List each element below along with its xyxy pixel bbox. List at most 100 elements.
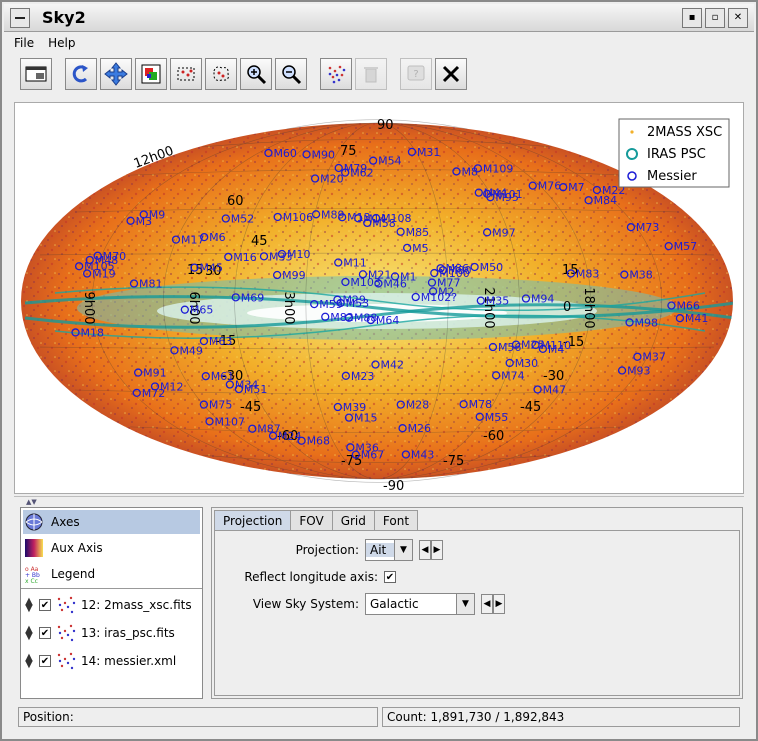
sky-system-select[interactable]: Galactic ▼ <box>365 593 475 615</box>
svg-text:?: ? <box>413 69 418 80</box>
messier-label: M68 <box>307 435 331 448</box>
pan-icon[interactable] <box>100 58 132 90</box>
latitude-label: -45 <box>520 400 541 415</box>
messier-marker <box>351 450 360 459</box>
messier-marker <box>273 212 282 222</box>
messier-marker <box>667 301 676 310</box>
messier-label: M98 <box>635 316 659 329</box>
zoom-in-icon[interactable] <box>240 58 272 90</box>
messier-marker <box>224 252 233 262</box>
layer-checkbox[interactable]: ✔ <box>39 627 51 639</box>
messier-label: M47 <box>543 383 567 396</box>
messier-label: M4 <box>548 343 565 356</box>
next-system-icon[interactable]: ▶ <box>493 594 505 614</box>
messier-label: M74 <box>501 369 525 382</box>
tab-projection[interactable]: Projection <box>214 510 292 530</box>
position-label: Position: <box>23 710 74 724</box>
messier-marker <box>396 400 405 409</box>
grid-parallel <box>74 207 680 213</box>
close-window-button[interactable]: ✕ <box>728 7 748 28</box>
messier-marker <box>521 294 531 303</box>
window-menu-button[interactable] <box>10 7 30 28</box>
window-icon[interactable] <box>20 58 52 90</box>
messier-marker <box>482 228 492 237</box>
reflect-checkbox[interactable]: ✔ <box>384 571 396 583</box>
replot-icon[interactable] <box>65 58 97 90</box>
tab-font[interactable]: Font <box>373 510 419 530</box>
messier-marker <box>341 168 350 177</box>
reorder-handle-icon[interactable]: ▲ ▼ <box>25 596 33 614</box>
messier-marker <box>333 295 342 304</box>
messier-label: M94 <box>531 293 555 306</box>
chevron-down-icon[interactable]: ▼ <box>456 594 474 614</box>
messier-marker <box>310 174 320 183</box>
grid-parallel <box>130 426 624 433</box>
prev-projection-icon[interactable]: ◀ <box>419 540 431 560</box>
layer-item-2mass[interactable]: ▲ ▼ ✔ 12: 2mass_xsc.fits <box>23 592 200 618</box>
messier-label: M84 <box>594 194 618 207</box>
messier-marker <box>354 214 363 223</box>
control-legend[interactable]: o Aa + Bb x Cc Legend <box>23 562 95 586</box>
messier-label: M102? <box>421 291 457 304</box>
delete-icon[interactable] <box>355 58 387 90</box>
layer-item-iras[interactable]: ▲ ▼ ✔ 13: iras_psc.fits <box>23 620 200 646</box>
sky-plot[interactable]: 90 75 60 45 30 15 15 0 -15 -15 -30 -30 -45 -45 -60 -60-… <box>14 102 744 494</box>
grid-parallel <box>130 169 624 176</box>
subset-blob-icon[interactable] <box>205 58 237 90</box>
zoom-data-icon[interactable] <box>135 58 167 90</box>
latitude-label: -60 <box>483 429 504 444</box>
close-icon[interactable] <box>435 58 467 90</box>
messier-markers: M64 M3 M53 M10 0 M51 M109 M108 M101 M102? M81 M82 M9… <box>71 146 708 462</box>
tab-grid[interactable]: Grid <box>331 510 375 530</box>
messier-label: M16 <box>233 251 257 264</box>
reorder-handle-icon[interactable]: ▲ ▼ <box>25 652 33 670</box>
messier-marker <box>170 346 179 355</box>
minimize-button[interactable]: ▪ <box>682 7 702 28</box>
messier-label: M87 <box>257 423 281 436</box>
prev-system-icon[interactable]: ◀ <box>481 594 493 614</box>
menu-file[interactable]: File <box>14 36 35 50</box>
split-pane-divider[interactable]: ▲▼ <box>14 496 744 506</box>
latitude-label: 0 <box>563 300 571 315</box>
zoom-out-icon[interactable] <box>275 58 307 90</box>
layer-checkbox[interactable]: ✔ <box>39 655 51 667</box>
config-tabs: Projection FOV Grid Font <box>214 510 419 530</box>
messier-label: M78 <box>469 398 493 411</box>
messier-marker <box>411 292 420 302</box>
latitude-label: 45 <box>251 234 268 249</box>
help-icon[interactable]: ? <box>400 58 432 90</box>
layers-icon[interactable] <box>320 58 352 90</box>
messier-marker <box>71 328 80 337</box>
maximize-button[interactable]: ▫ <box>705 7 725 28</box>
reorder-handle-icon[interactable]: ▲ ▼ <box>25 624 33 642</box>
messier-label: M51 <box>244 383 268 396</box>
messier-label: M55 <box>485 411 509 424</box>
messier-label: M8 <box>461 165 478 178</box>
aux-axis-icon <box>23 537 45 559</box>
messier-label: M31 <box>417 146 441 159</box>
subset-rect-icon[interactable] <box>170 58 202 90</box>
latitude-label: -15 <box>563 335 584 350</box>
messier-marker <box>371 213 381 223</box>
next-projection-icon[interactable]: ▶ <box>431 540 443 560</box>
layer-item-messier[interactable]: ▲ ▼ ✔ 14: messier.xml <box>23 648 200 674</box>
legend-2mass: 2MASS XSC <box>647 125 722 140</box>
messier-marker <box>452 167 461 176</box>
messier-label: M77 <box>437 277 461 290</box>
messier-label: M43 <box>411 448 435 461</box>
messier-marker <box>476 296 485 305</box>
messier-label: M23 <box>351 370 375 383</box>
projection-select[interactable]: Ait ▼ <box>365 539 413 561</box>
longitude-label: 21h00 <box>481 287 496 328</box>
latitude-label: 30 <box>205 264 222 279</box>
layer-checkbox[interactable]: ✔ <box>39 599 51 611</box>
messier-label: M15 <box>354 412 378 425</box>
tab-fov[interactable]: FOV <box>290 510 333 530</box>
control-axes[interactable]: Axes <box>23 510 200 534</box>
messier-marker <box>74 262 84 271</box>
messier-label: M73 <box>636 221 660 234</box>
control-aux-axis[interactable]: Aux Axis <box>23 536 103 560</box>
menu-help[interactable]: Help <box>48 36 76 50</box>
chevron-down-icon[interactable]: ▼ <box>394 540 412 560</box>
